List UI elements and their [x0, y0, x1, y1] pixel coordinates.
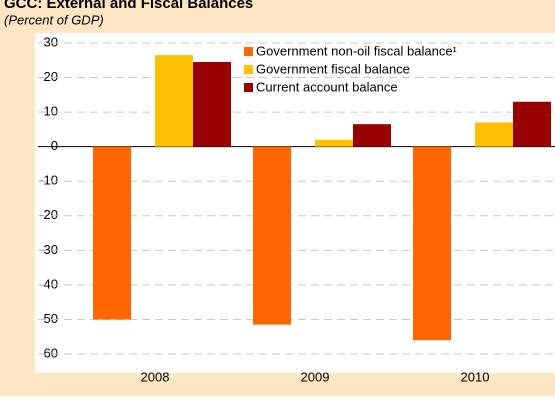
y-tick-label: -10: [39, 173, 58, 188]
y-tick-label: -30: [39, 242, 58, 257]
bar: [253, 146, 291, 325]
y-tick-label: 0: [51, 138, 58, 153]
bar: [155, 55, 193, 147]
x-tick-label: 2008: [141, 369, 170, 384]
chart-subtitle: (Percent of GDP): [4, 12, 104, 27]
bar: [315, 139, 353, 147]
x-tick-label: 2009: [301, 369, 330, 384]
legend-swatch: [244, 83, 253, 92]
y-tick-label: -50: [39, 311, 58, 326]
legend-label: Current account balance: [256, 79, 398, 94]
x-tick-label: 2010: [461, 369, 490, 384]
bar: [413, 146, 451, 341]
bar: [353, 124, 391, 147]
legend-swatch: [244, 65, 253, 74]
legend-label: Government non-oil fiscal balance¹: [256, 43, 458, 58]
y-tick-label: -20: [39, 207, 58, 222]
y-tick-label: 10: [44, 104, 58, 119]
y-tick-label: 30: [44, 34, 58, 49]
y-tick-label: -40: [39, 276, 58, 291]
bar: [475, 122, 513, 147]
bar: [93, 146, 131, 320]
legend-swatch: [244, 47, 253, 56]
y-tick-label: 20: [44, 69, 58, 84]
chart-title: GCC: External and Fiscal Balances: [4, 0, 253, 12]
legend-label: Government fiscal balance: [256, 61, 410, 76]
bar: [193, 62, 231, 147]
y-tick-label: -60: [39, 345, 58, 360]
bar: [513, 101, 551, 147]
